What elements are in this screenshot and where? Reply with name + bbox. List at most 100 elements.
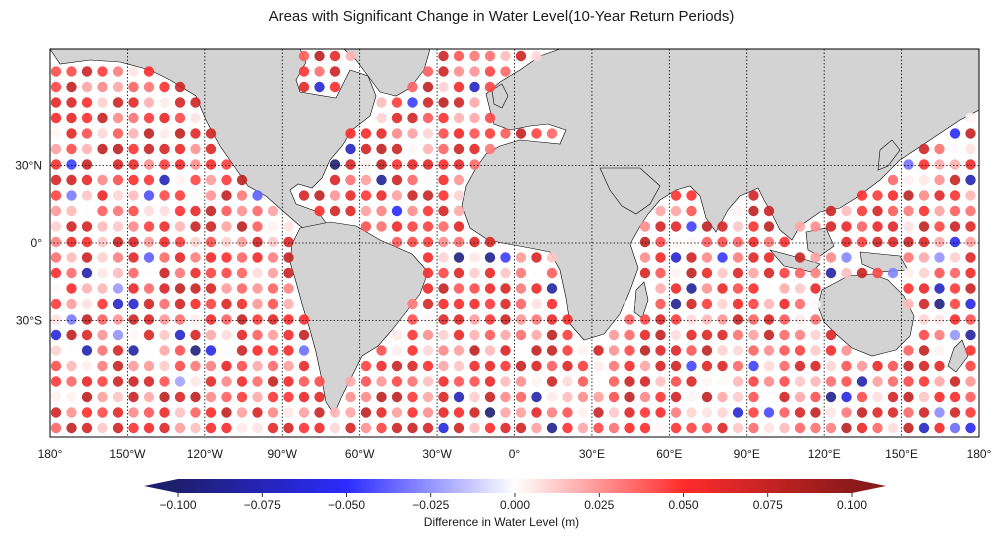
data-dot (965, 298, 976, 310)
data-dot (267, 329, 279, 341)
data-dot (686, 267, 697, 279)
data-dot (949, 236, 961, 248)
data-dot (267, 391, 279, 403)
data-dot (391, 97, 403, 108)
data-dot (763, 236, 775, 248)
data-dot (887, 221, 899, 232)
data-dot (66, 252, 77, 263)
data-dot (128, 205, 139, 217)
data-dot (376, 376, 387, 387)
data-dot (686, 221, 697, 232)
data-dot (531, 252, 542, 263)
data-dot (422, 221, 434, 232)
data-dot (174, 81, 186, 93)
data-dot (453, 128, 465, 139)
data-dot (298, 314, 310, 325)
data-dot (763, 252, 775, 263)
data-dot (174, 345, 186, 356)
data-dot (717, 422, 728, 434)
data-dot (825, 391, 837, 403)
data-dot (655, 205, 666, 217)
data-dot (97, 267, 108, 279)
data-dot (190, 190, 201, 201)
data-dot (934, 422, 945, 434)
madagascar-land (633, 281, 649, 319)
data-dot (670, 252, 682, 263)
data-dot (965, 345, 976, 356)
data-dot (608, 376, 620, 387)
data-dot (50, 376, 62, 387)
data-dot (128, 97, 139, 108)
data-dot (763, 283, 775, 294)
data-dot (407, 407, 418, 418)
data-dot (965, 267, 976, 279)
data-dot (438, 66, 449, 77)
data-dot (407, 174, 418, 186)
data-dot (701, 252, 713, 263)
data-dot (81, 345, 93, 356)
data-dot (779, 345, 790, 356)
data-dot (515, 314, 527, 325)
data-dot (918, 407, 930, 418)
data-dot (438, 298, 449, 310)
data-dot (686, 422, 697, 434)
longitude-tick-label: 90°W (268, 447, 298, 461)
data-dot (453, 391, 465, 403)
data-dot (748, 205, 759, 217)
data-dot (608, 360, 620, 372)
data-dot (546, 298, 558, 310)
data-dot (174, 329, 186, 341)
data-dot (174, 314, 186, 325)
data-dot (314, 50, 325, 62)
data-dot (965, 422, 976, 434)
data-dot (887, 376, 899, 387)
data-dot (128, 66, 139, 77)
colorbar-ticks: −0.100 −0.075 −0.050 −0.025 0.000 0.025 0.050 0… (159, 493, 867, 512)
data-dot (825, 329, 837, 341)
data-dot (66, 360, 77, 372)
data-dot (143, 422, 155, 434)
data-dot (732, 236, 744, 248)
data-dot (81, 221, 93, 232)
data-dot (66, 159, 77, 170)
data-dot (639, 267, 651, 279)
data-dot (794, 267, 806, 279)
data-dot (903, 236, 914, 248)
colorbar-tick-label: −0.050 (328, 498, 365, 512)
data-dot (128, 360, 139, 372)
data-dot (143, 174, 155, 186)
data-dot (763, 267, 775, 279)
longitude-tick-label: 30°W (422, 447, 452, 461)
data-dot (221, 360, 232, 372)
data-dot (407, 128, 418, 139)
data-dot (438, 360, 449, 372)
data-dot (903, 190, 914, 201)
data-dot (655, 329, 666, 341)
data-dot (577, 422, 589, 434)
data-dot (252, 345, 263, 356)
data-dot (717, 360, 728, 372)
data-dot (887, 236, 899, 248)
data-dot (112, 159, 124, 170)
data-dot (345, 174, 356, 186)
data-dot (221, 376, 232, 387)
colorbar-tick-label: −0.075 (244, 498, 281, 512)
data-dot (174, 174, 186, 186)
data-dot (422, 174, 434, 186)
data-dot (515, 128, 527, 139)
data-dot (717, 376, 728, 387)
data-dot (391, 128, 403, 139)
data-dot (422, 190, 434, 201)
data-dot (128, 391, 139, 403)
data-dot (376, 407, 387, 418)
data-dot (624, 360, 635, 372)
data-dot (128, 407, 139, 418)
data-dot (159, 112, 170, 124)
data-dot (763, 345, 775, 356)
data-dot (143, 252, 155, 263)
data-dot (174, 97, 186, 108)
data-dot (422, 407, 434, 418)
colorbar-gradient (178, 479, 852, 493)
data-dot (655, 283, 666, 294)
data-dot (190, 283, 201, 294)
